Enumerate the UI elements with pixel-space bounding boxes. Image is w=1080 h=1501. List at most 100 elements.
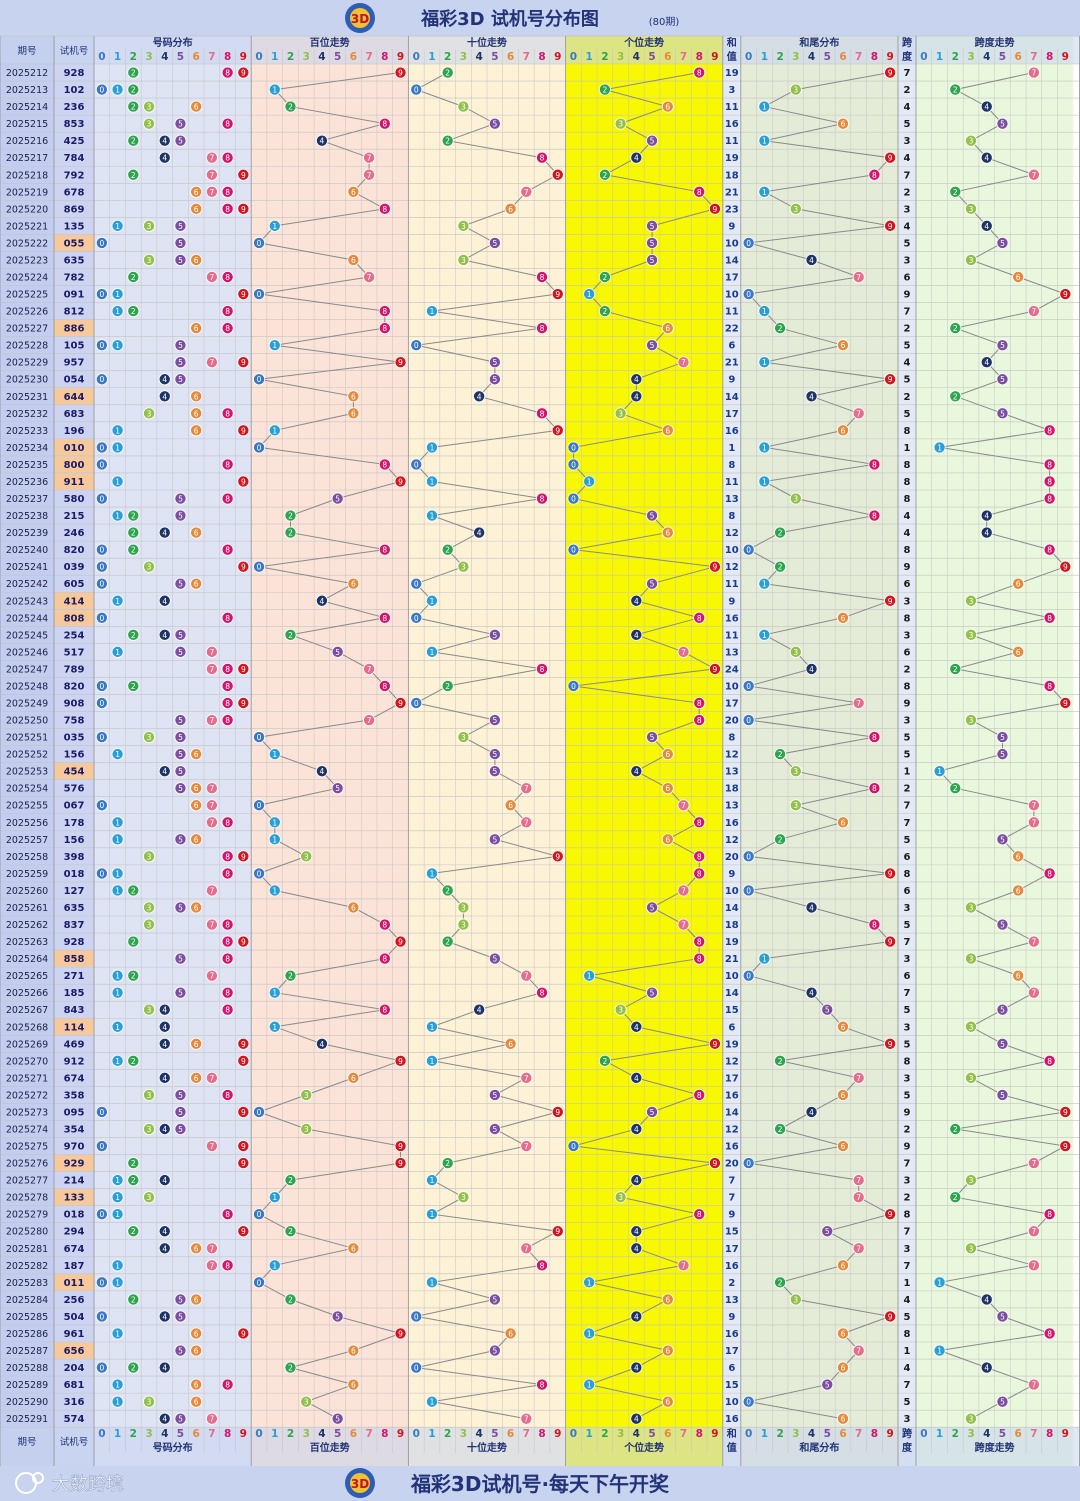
tens-ball-digit: 8 bbox=[540, 989, 545, 998]
col-header-sum-bottom: 值 bbox=[727, 50, 737, 63]
distribution-ball bbox=[111, 594, 124, 607]
units-ball-digit: 8 bbox=[697, 69, 702, 78]
span-cell: 1 bbox=[904, 1278, 911, 1289]
units-ball bbox=[614, 407, 627, 420]
distribution-ball bbox=[111, 509, 124, 522]
units-ball-digit: 4 bbox=[634, 631, 639, 640]
footer-slogan: 福彩3D试机号·每天下午开奖 bbox=[410, 1472, 670, 1496]
distribution-ball bbox=[143, 901, 156, 914]
span-trend-ball bbox=[1027, 168, 1040, 181]
distribution-ball bbox=[221, 1378, 234, 1391]
number-highlight-cell bbox=[54, 950, 94, 967]
units-ball-digit: 6 bbox=[665, 1295, 670, 1304]
distribution-ball-digit: 4 bbox=[162, 1364, 167, 1373]
span-trend-ball-digit: 3 bbox=[969, 597, 974, 606]
trial-number-cell: 869 bbox=[64, 204, 85, 215]
sum-cell: 10 bbox=[725, 681, 739, 692]
table-row: 2025231 644 64 6 4 4 14 4 2 2 bbox=[6, 390, 962, 403]
sum-tail-ball-digit: 4 bbox=[809, 989, 814, 998]
sum-tail-ball bbox=[836, 1412, 849, 1425]
span-trend-ball bbox=[1027, 1259, 1040, 1272]
units-ball bbox=[630, 1174, 643, 1187]
digit-label-units: 9 bbox=[711, 1428, 718, 1440]
number-highlight-cell bbox=[54, 1189, 94, 1206]
span-trend-ball-digit: 8 bbox=[1047, 1210, 1052, 1219]
sum-tail-ball bbox=[774, 560, 787, 573]
distribution-ball-digit: 5 bbox=[178, 750, 183, 759]
sum-tail-ball bbox=[884, 219, 897, 232]
distribution-ball bbox=[158, 1242, 171, 1255]
distribution-ball bbox=[205, 1259, 218, 1272]
distribution-ball-digit: 0 bbox=[99, 290, 104, 299]
distribution-ball bbox=[174, 492, 187, 505]
span-cell: 6 bbox=[904, 647, 911, 658]
sum-tail-ball bbox=[852, 407, 865, 420]
distribution-ball-digit: 7 bbox=[210, 716, 215, 725]
units-ball bbox=[661, 748, 674, 761]
units-ball-digit: 0 bbox=[571, 546, 576, 555]
distribution-ball bbox=[95, 799, 108, 812]
distribution-ball bbox=[111, 1327, 124, 1340]
hundreds-ball bbox=[331, 1310, 344, 1323]
digit-label-hundreds: 5 bbox=[334, 51, 341, 63]
sum-cell: 17 bbox=[725, 273, 739, 284]
hundreds-ball-digit: 0 bbox=[257, 375, 262, 384]
span-trend-ball bbox=[1012, 270, 1025, 283]
distribution-ball-digit: 5 bbox=[178, 733, 183, 742]
distribution-ball-digit: 8 bbox=[225, 869, 230, 878]
footer-band bbox=[0, 1466, 1080, 1501]
units-ball bbox=[630, 628, 643, 641]
span-trend-ball bbox=[1027, 66, 1040, 79]
sum-cell: 13 bbox=[725, 494, 739, 505]
sum-tail-ball-digit: 2 bbox=[778, 1057, 783, 1066]
sum-tail-ball-digit: 4 bbox=[809, 903, 814, 912]
tens-ball bbox=[488, 1088, 501, 1101]
hundreds-ball bbox=[253, 373, 266, 386]
sum-tail-ball bbox=[852, 1174, 865, 1187]
distribution-ball-digit: 8 bbox=[225, 716, 230, 725]
units-ball-digit: 0 bbox=[571, 495, 576, 504]
span-trend-ball-digit: 5 bbox=[1000, 239, 1005, 248]
span-trend-ball bbox=[996, 1395, 1009, 1408]
tens-ball-digit: 5 bbox=[492, 120, 497, 129]
distribution-ball bbox=[127, 100, 140, 113]
sum-tail-ball-digit: 5 bbox=[825, 1381, 830, 1390]
distribution-ball bbox=[237, 1140, 250, 1153]
distribution-ball-digit: 5 bbox=[178, 120, 183, 129]
distribution-ball bbox=[95, 83, 108, 96]
distribution-ball bbox=[205, 662, 218, 675]
digit-label-hundreds: 6 bbox=[350, 51, 357, 63]
tens-ball-digit: 2 bbox=[445, 1159, 450, 1168]
distribution-ball-digit: 9 bbox=[241, 1108, 246, 1117]
table-row: 2025242 605 60 5 6 0 5 11 1 6 6 bbox=[6, 577, 1025, 590]
hundreds-ball-digit: 6 bbox=[351, 256, 356, 265]
trial-number-cell: 091 bbox=[64, 290, 85, 301]
sum-tail-ball bbox=[742, 288, 755, 301]
hundreds-ball bbox=[378, 611, 391, 624]
span-trend-ball bbox=[965, 1071, 978, 1084]
span-trend-ball-digit: 6 bbox=[1016, 852, 1021, 861]
distribution-ball-digit: 3 bbox=[147, 409, 152, 418]
hundreds-ball bbox=[253, 441, 266, 454]
units-ball bbox=[677, 356, 690, 369]
tens-ball-digit: 3 bbox=[461, 222, 466, 231]
distribution-ball bbox=[237, 1054, 250, 1067]
digit-label-tens: 7 bbox=[523, 51, 530, 63]
distribution-ball-digit: 8 bbox=[225, 852, 230, 861]
distribution-ball bbox=[190, 526, 203, 539]
distribution-ball bbox=[174, 1105, 187, 1118]
sum-tail-ball-digit: 3 bbox=[793, 648, 798, 657]
trial-number-cell: 204 bbox=[64, 1363, 85, 1374]
span-trend-ball-digit: 4 bbox=[984, 529, 989, 538]
sum-cell: 8 bbox=[728, 460, 735, 471]
distribution-ball bbox=[158, 526, 171, 539]
tens-ball-digit: 2 bbox=[445, 69, 450, 78]
units-ball bbox=[567, 492, 580, 505]
units-ball-digit: 7 bbox=[681, 358, 686, 367]
period-cell: 2025280 bbox=[6, 1227, 48, 1238]
distribution-ball bbox=[127, 935, 140, 948]
digit-label-hundreds: 8 bbox=[381, 51, 388, 63]
distribution-ball bbox=[221, 850, 234, 863]
distribution-ball bbox=[221, 918, 234, 931]
distribution-ball bbox=[174, 117, 187, 130]
